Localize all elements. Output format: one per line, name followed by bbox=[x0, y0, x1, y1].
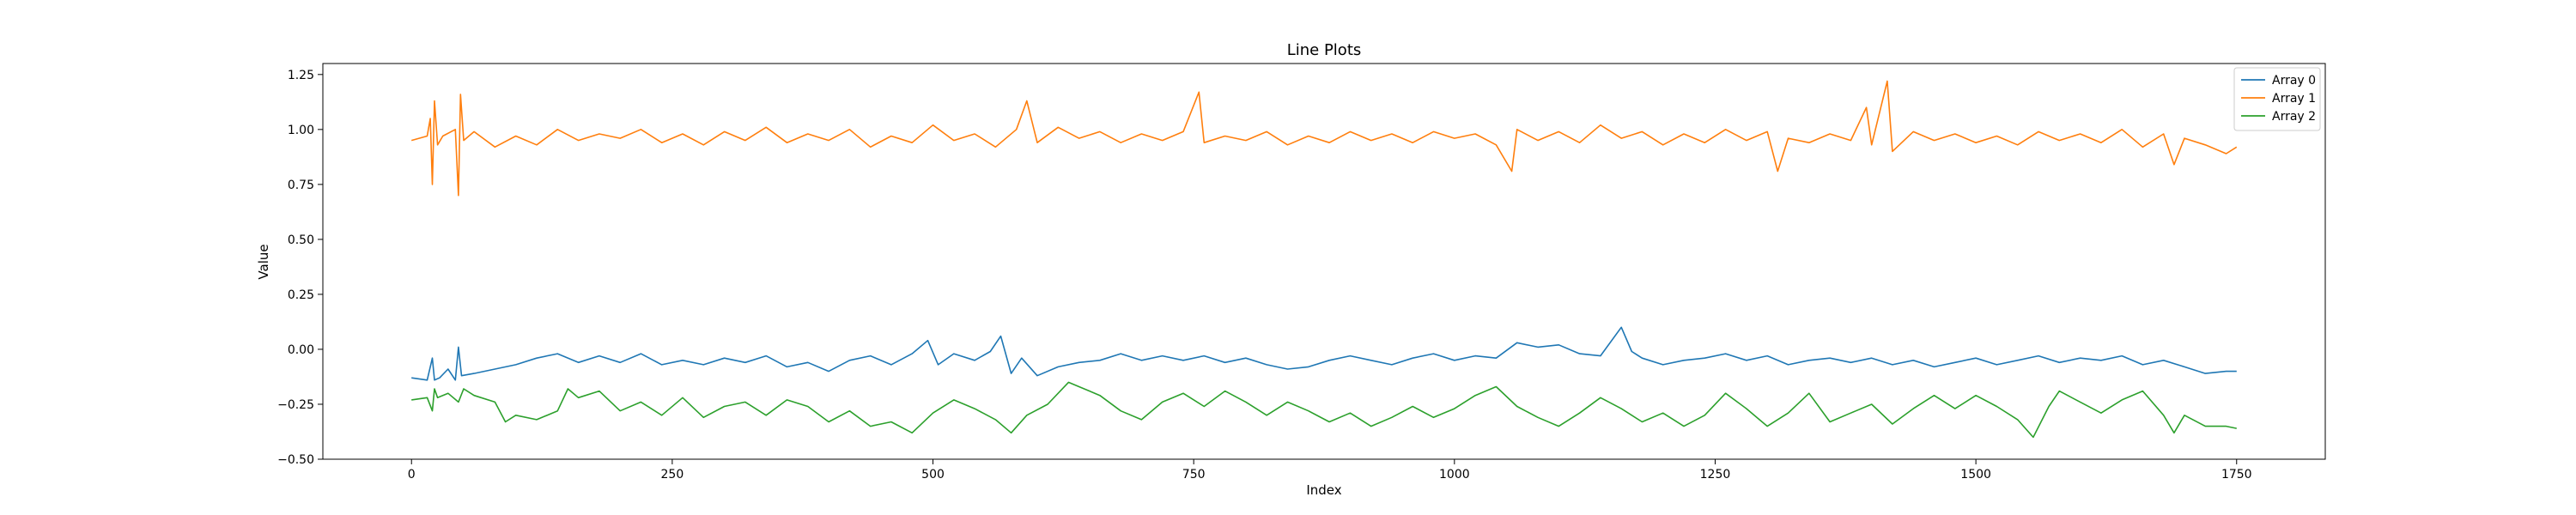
series-layer bbox=[410, 80, 2238, 439]
y-axis: −0.50 −0.25 0.00 0.25 0.50 0.75 1.00 1.25 bbox=[277, 69, 323, 467]
x-tick-label: 1750 bbox=[2221, 468, 2252, 482]
chart-title: Line Plots bbox=[1287, 41, 1362, 59]
x-tick-label: 1000 bbox=[1439, 468, 1470, 482]
x-axis-label: Index bbox=[1306, 482, 1341, 498]
legend-label-array-2: Array 2 bbox=[2272, 110, 2316, 124]
x-tick-label: 500 bbox=[921, 468, 945, 482]
y-tick-label: −0.50 bbox=[277, 453, 314, 467]
y-tick-label: 0.25 bbox=[288, 288, 314, 302]
series-line-array-0 bbox=[411, 326, 2237, 381]
x-tick-label: 250 bbox=[661, 468, 684, 482]
legend: Array 0 Array 1 Array 2 bbox=[2233, 67, 2321, 131]
plot-area-frame bbox=[322, 63, 2326, 460]
y-tick-label: 0.50 bbox=[288, 233, 314, 247]
y-tick-label: 0.00 bbox=[288, 343, 314, 357]
series-line-array-2 bbox=[411, 381, 2237, 439]
x-axis: 0 250 500 750 1000 1250 1500 1750 bbox=[408, 459, 2252, 482]
y-tick-label: −0.25 bbox=[277, 398, 314, 412]
y-axis-label: Value bbox=[256, 244, 271, 279]
x-tick-label: 1250 bbox=[1700, 468, 1731, 482]
legend-label-array-0: Array 0 bbox=[2272, 74, 2316, 88]
y-tick-label: 0.75 bbox=[288, 179, 314, 192]
x-tick-label: 750 bbox=[1182, 468, 1206, 482]
legend-box bbox=[2233, 67, 2321, 131]
x-tick-label: 0 bbox=[408, 468, 416, 482]
series-line-array-1 bbox=[410, 80, 2238, 197]
x-tick-label: 1500 bbox=[1960, 468, 1991, 482]
legend-label-array-1: Array 1 bbox=[2272, 92, 2316, 106]
y-tick-label: 1.25 bbox=[288, 69, 314, 82]
y-tick-label: 1.00 bbox=[288, 124, 314, 137]
